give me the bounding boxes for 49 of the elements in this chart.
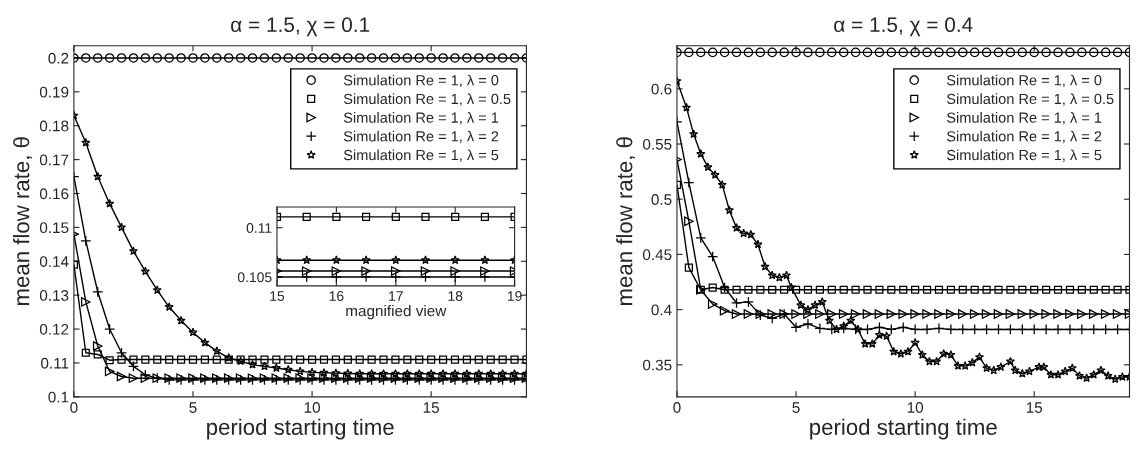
legend-label: Simulation Re = 1, λ = 1 bbox=[946, 112, 1102, 125]
y-tick-label: 0.17 bbox=[39, 154, 69, 166]
y-tick-label: 0.12 bbox=[39, 323, 69, 335]
y-axis-title: mean flow rate, θ bbox=[616, 137, 636, 306]
y-tick-label: 0.2 bbox=[48, 52, 69, 64]
y-tick-label: 0.1 bbox=[48, 391, 69, 403]
y-tick-label: 0.4 bbox=[651, 304, 672, 316]
x-tick-label: 15 bbox=[270, 291, 285, 301]
y-tick-label: 0.14 bbox=[39, 256, 69, 267]
y-tick-label: 0.15 bbox=[39, 222, 69, 234]
y-tick-label: 0.35 bbox=[642, 359, 672, 371]
legend-label: Simulation Re = 1, λ = 1 bbox=[343, 112, 499, 125]
y-tick-label: 0.55 bbox=[642, 138, 672, 150]
legend-label: Simulation Re = 1, λ = 0 bbox=[343, 74, 499, 88]
x-tick-label: 18 bbox=[448, 291, 463, 301]
legend-label: Simulation Re = 1, λ = 5 bbox=[343, 149, 499, 162]
x-tick-label: 0 bbox=[673, 402, 681, 413]
y-tick-label: 0.18 bbox=[39, 120, 69, 132]
x-tick-label: 15 bbox=[1026, 402, 1043, 413]
y-axis-title: mean flow rate, θ bbox=[13, 137, 32, 306]
x-tick-label: 5 bbox=[189, 402, 197, 413]
x-tick-label: 15 bbox=[423, 402, 440, 413]
legend-label: Simulation Re = 1, λ = 0.5 bbox=[946, 93, 1114, 106]
y-tick-label: 0.16 bbox=[39, 188, 69, 200]
legend-label: Simulation Re = 1, λ = 2 bbox=[343, 130, 499, 144]
x-tick-label: 10 bbox=[304, 402, 320, 413]
y-tick-label: 0.45 bbox=[642, 249, 672, 261]
x-axis-title: magnified view bbox=[346, 305, 447, 320]
legend-label: Simulation Re = 1, λ = 5 bbox=[946, 149, 1102, 162]
y-tick-label: 0.11 bbox=[246, 223, 272, 233]
x-tick-label: 17 bbox=[389, 291, 403, 301]
chart-title: α = 1.5, χ = 0.4 bbox=[834, 17, 973, 37]
y-tick-label: 0.5 bbox=[651, 194, 672, 205]
y-tick-label: 0.11 bbox=[41, 357, 69, 369]
x-tick-label: 19 bbox=[507, 291, 522, 301]
x-tick-label: 16 bbox=[329, 291, 344, 301]
x-axis-title: period starting time bbox=[207, 418, 394, 440]
legend-label: Simulation Re = 1, λ = 0 bbox=[946, 74, 1102, 88]
y-tick-label: 0.19 bbox=[39, 86, 69, 98]
x-tick-label: 10 bbox=[907, 402, 924, 413]
x-axis-title: period starting time bbox=[810, 418, 997, 440]
x-tick-label: 5 bbox=[792, 402, 800, 413]
chart-title: α = 1.5, χ = 0.1 bbox=[231, 17, 370, 37]
y-tick-label: 0.6 bbox=[651, 83, 672, 95]
legend-label: Simulation Re = 1, λ = 0.5 bbox=[343, 93, 511, 106]
x-tick-label: 0 bbox=[70, 402, 78, 413]
y-tick-label: 0.105 bbox=[237, 272, 272, 283]
legend-label: Simulation Re = 1, λ = 2 bbox=[946, 130, 1102, 144]
y-tick-label: 0.13 bbox=[39, 290, 69, 301]
